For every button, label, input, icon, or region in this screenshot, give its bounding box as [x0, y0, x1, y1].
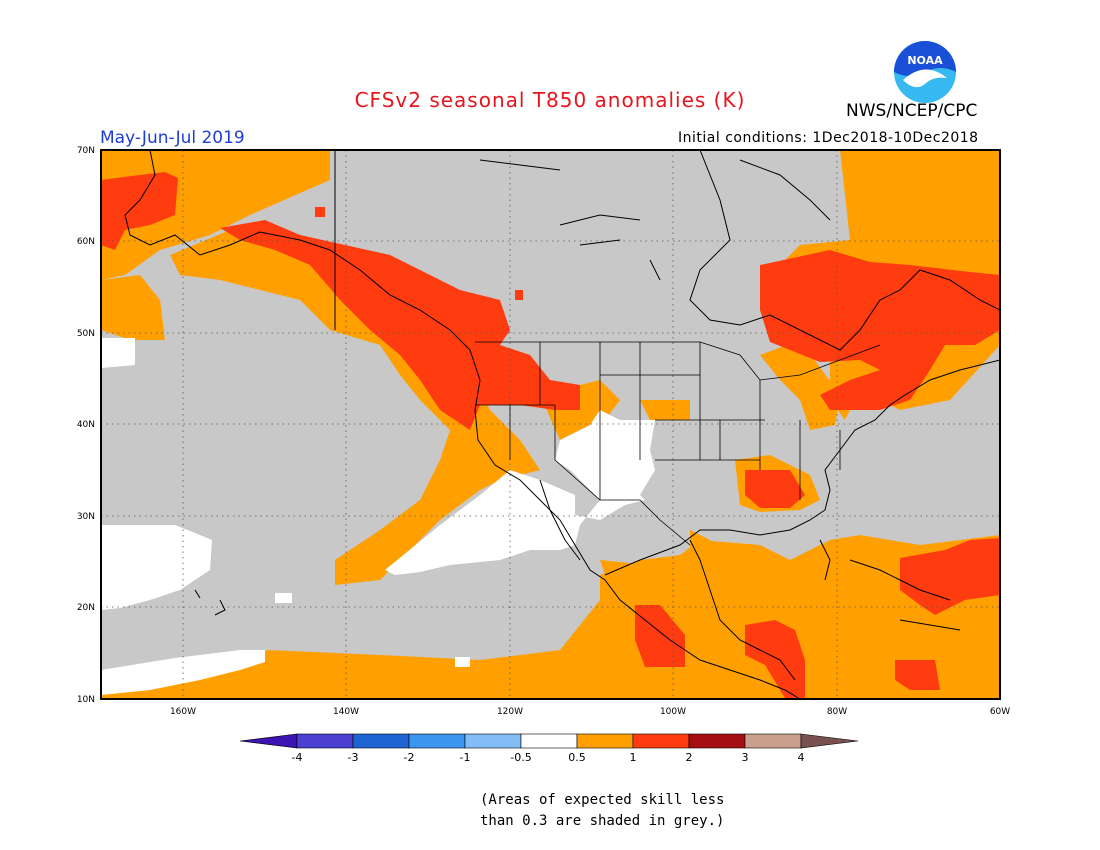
- initial-conditions-label: Initial conditions: 1Dec2018-10Dec2018: [678, 130, 979, 146]
- colorbar-segment: [800, 733, 859, 749]
- lon-label: 60W: [990, 707, 1010, 717]
- colorbar-segment: [352, 733, 410, 749]
- longitude-labels: 160W 140W 120W 100W 80W 60W: [170, 707, 1010, 717]
- lon-label: 100W: [660, 707, 686, 717]
- map-field: [101, 150, 1000, 699]
- skill-note-line: than 0.3 are shaded in grey.): [480, 813, 725, 829]
- colorbar-label: -3: [348, 751, 359, 764]
- colorbar-label: -1: [460, 751, 471, 764]
- colorbar: -4 -3 -2 -1 -0.5 0.5 1 2 3 4: [239, 733, 859, 764]
- colorbar-segment: [239, 733, 298, 749]
- lat-label: 20N: [77, 603, 95, 613]
- lon-label: 80W: [827, 707, 847, 717]
- colorbar-label: 3: [742, 751, 749, 764]
- colorbar-label: 4: [798, 751, 805, 764]
- colorbar-segment: [408, 733, 466, 749]
- colorbar-label: -4: [292, 751, 303, 764]
- political-borders: [475, 341, 881, 546]
- lon-label: 160W: [170, 707, 196, 717]
- lat-label: 10N: [77, 695, 95, 705]
- map-graticule: [101, 150, 1000, 699]
- lat-label: 50N: [77, 329, 95, 339]
- colorbar-segment: [296, 733, 354, 749]
- colorbar-label: -2: [404, 751, 415, 764]
- lon-label: 120W: [497, 707, 523, 717]
- colorbar-segment: [744, 733, 802, 749]
- colorbar-segment: [632, 733, 690, 749]
- latitude-labels: 10N 20N 30N 40N 50N 60N 70N: [77, 146, 95, 705]
- skill-note-line: (Areas of expected skill less: [480, 792, 725, 808]
- anomaly-1-2-areas: [101, 172, 1000, 698]
- colorbar-label: -0.5: [510, 751, 531, 764]
- colorbar-segment: [688, 733, 746, 749]
- coastlines: [124, 150, 1000, 699]
- noaa-logo-icon: NOAA: [894, 41, 956, 103]
- season-label: May-Jun-Jul 2019: [100, 128, 245, 148]
- map-title: CFSv2 seasonal T850 anomalies (K): [354, 88, 746, 112]
- noaa-logo-text: NOAA: [907, 54, 943, 67]
- lat-label: 40N: [77, 420, 95, 430]
- lat-label: 30N: [77, 512, 95, 522]
- map-frame: [100, 149, 1001, 700]
- colorbar-segment: [576, 733, 634, 749]
- colorbar-segment: [464, 733, 522, 749]
- colorbar-label: 1: [630, 751, 637, 764]
- colorbar-label: 2: [686, 751, 693, 764]
- colorbar-segment: [520, 733, 578, 749]
- agency-label: NWS/NCEP/CPC: [846, 101, 978, 121]
- lat-label: 60N: [77, 237, 95, 247]
- skill-note: (Areas of expected skill less than 0.3 a…: [480, 790, 724, 832]
- colorbar-label: 0.5: [568, 751, 586, 764]
- lat-label: 70N: [77, 146, 95, 156]
- lon-label: 140W: [333, 707, 359, 717]
- anomaly-neutral-areas: [101, 338, 655, 695]
